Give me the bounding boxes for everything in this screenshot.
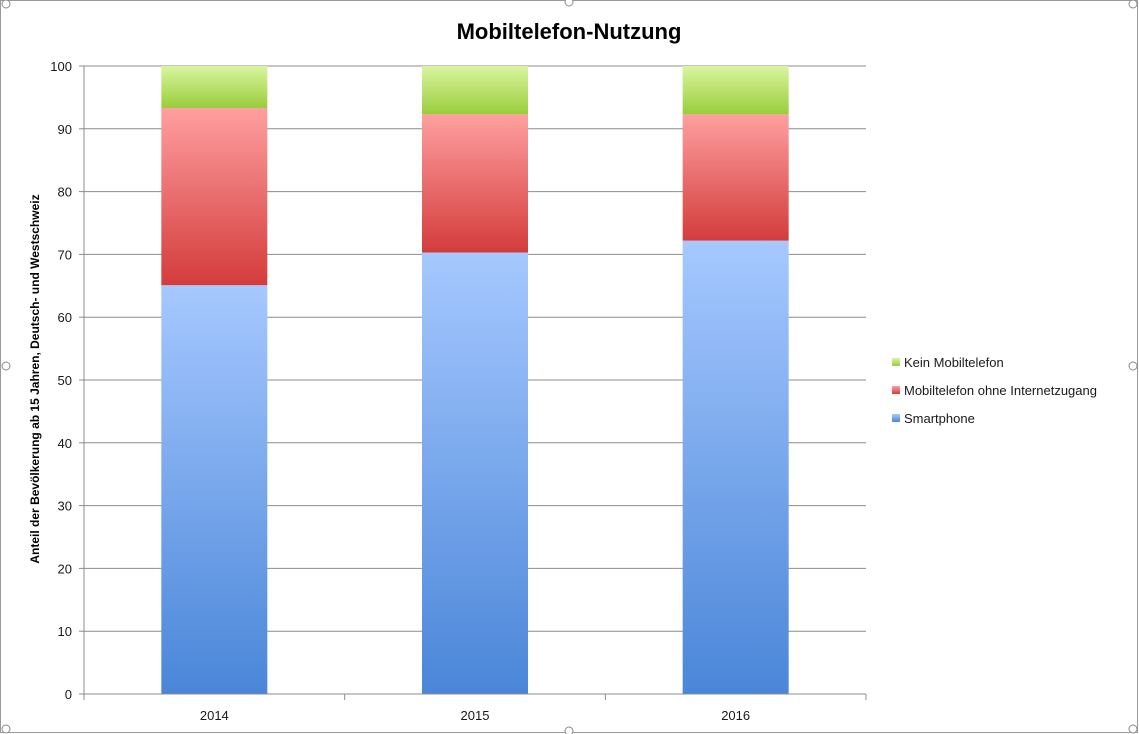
legend-entry-label[interactable]: Kein Mobiltelefon xyxy=(904,355,1004,370)
bar-segment-smartphone-2016[interactable] xyxy=(682,240,789,695)
legend-entry-label[interactable]: Smartphone xyxy=(904,411,975,426)
bars xyxy=(161,66,789,695)
y-tick-label: 90 xyxy=(58,122,72,137)
resize-handle-bottom-center[interactable] xyxy=(564,726,574,734)
y-tick-label: 40 xyxy=(58,436,72,451)
resize-handle-middle-right[interactable] xyxy=(1128,361,1138,371)
legend-swatch xyxy=(892,414,900,422)
y-tick-label: 100 xyxy=(50,59,72,74)
resize-handle-top-right[interactable] xyxy=(1128,0,1138,9)
y-tick-label: 60 xyxy=(58,310,72,325)
resize-handle-top-center[interactable] xyxy=(564,0,574,7)
x-tick-label: 2014 xyxy=(200,708,229,723)
y-tick-label: 50 xyxy=(58,373,72,388)
y-tick-label: 10 xyxy=(58,624,72,639)
bar-segment-kein-mobiltelefon-2014[interactable] xyxy=(161,66,268,109)
legend-swatch xyxy=(892,386,900,394)
legend-swatch xyxy=(892,358,900,366)
bar-segment-mobiltelefon-ohne-internetzugang-2016[interactable] xyxy=(682,114,789,241)
legend: Kein Mobiltelefon Mobiltelefon ohne Inter… xyxy=(892,355,1097,426)
bar-segment-kein-mobiltelefon-2015[interactable] xyxy=(422,66,528,115)
y-tick-label: 70 xyxy=(58,247,72,262)
bar-segment-smartphone-2014[interactable] xyxy=(161,285,268,694)
bar-segment-smartphone-2015[interactable] xyxy=(422,252,528,695)
axes: 0 10 20 30 40 50 60 70 80 90 100 2014 2015 2016 xyxy=(50,59,867,723)
y-tick-label: 20 xyxy=(58,561,72,576)
chart-title: Mobiltelefon-Nutzung xyxy=(457,19,682,44)
resize-handle-bottom-right[interactable] xyxy=(1128,724,1138,734)
y-tick-label: 0 xyxy=(65,687,72,702)
legend-entry-label[interactable]: Mobiltelefon ohne Internetzugang xyxy=(904,383,1097,398)
bar-segment-mobiltelefon-ohne-internetzugang-2014[interactable] xyxy=(161,108,268,286)
resize-handle-bottom-left[interactable] xyxy=(1,724,11,734)
bar-segment-mobiltelefon-ohne-internetzugang-2015[interactable] xyxy=(422,114,528,253)
resize-handle-middle-left[interactable] xyxy=(1,361,11,371)
y-axis-label: Anteil der Bevölkerung ab 15 Jahren, Deu… xyxy=(28,194,42,563)
x-tick-label: 2016 xyxy=(721,708,750,723)
x-tick-label: 2015 xyxy=(461,708,490,723)
bar-segment-kein-mobiltelefon-2016[interactable] xyxy=(682,66,789,115)
resize-handle-top-left[interactable] xyxy=(1,0,11,9)
y-tick-label: 80 xyxy=(58,185,72,200)
y-tick-label: 30 xyxy=(58,499,72,514)
